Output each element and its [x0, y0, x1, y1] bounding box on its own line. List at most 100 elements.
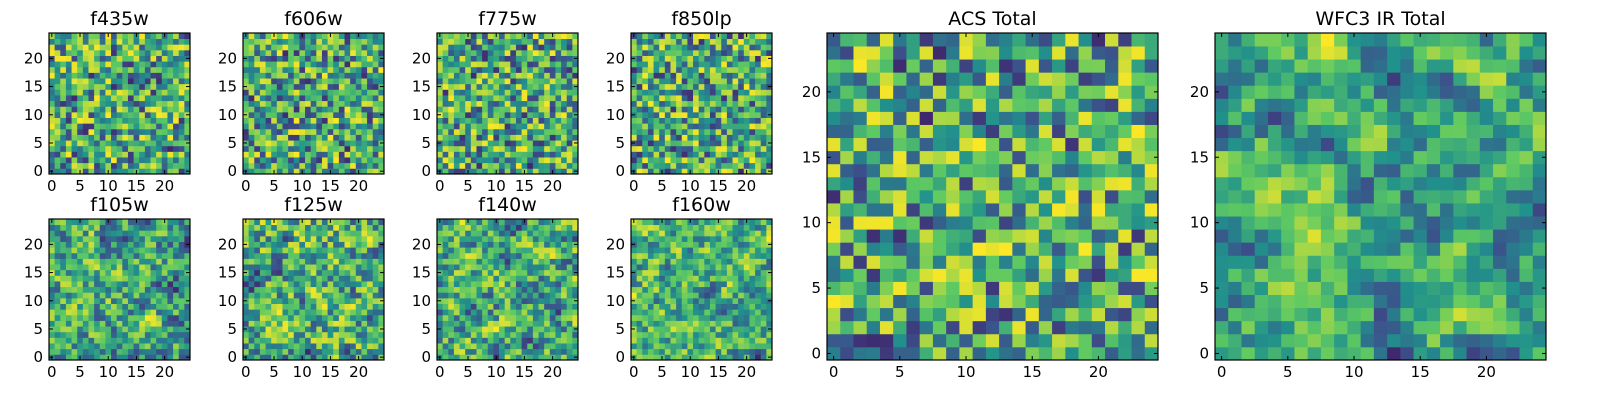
- heatmap-cell: [133, 117, 140, 124]
- heatmap-cell: [532, 224, 539, 231]
- heatmap-cell: [150, 95, 157, 102]
- heatmap-cell: [465, 269, 472, 276]
- heatmap-cell: [116, 258, 123, 265]
- heatmap-cell: [105, 343, 112, 350]
- heatmap-cell: [288, 49, 295, 56]
- heatmap-cell: [532, 162, 539, 169]
- heatmap-cell: [442, 111, 449, 118]
- heatmap-cell: [139, 247, 146, 254]
- heatmap-cell: [459, 157, 466, 164]
- heatmap-cell: [566, 95, 573, 102]
- heatmap-cell: [732, 337, 739, 344]
- heatmap-cell: [642, 72, 649, 79]
- heatmap-cell: [670, 55, 677, 62]
- heatmap-cell: [687, 162, 694, 169]
- heatmap-cell: [276, 354, 283, 361]
- heatmap-cell: [288, 111, 295, 118]
- heatmap-cell: [459, 117, 466, 124]
- heatmap-cell: [178, 309, 185, 316]
- heatmap-cell: [265, 140, 272, 147]
- heatmap-cell: [561, 100, 568, 107]
- heatmap-cell: [437, 320, 444, 327]
- heatmap-cell: [88, 337, 95, 344]
- heatmap-cell: [572, 157, 579, 164]
- heatmap-cell: [504, 55, 511, 62]
- heatmap-cell: [139, 241, 146, 248]
- heatmap-cell: [664, 314, 671, 321]
- heatmap-cell: [743, 151, 750, 158]
- heatmap-cell: [572, 314, 579, 321]
- heatmap-cell: [704, 286, 711, 293]
- heatmap-cell: [693, 128, 700, 135]
- heatmap-cell: [310, 128, 317, 135]
- heatmap-cell: [259, 297, 266, 304]
- heatmap-cell: [276, 281, 283, 288]
- heatmap-cell: [732, 151, 739, 158]
- heatmap-cell: [178, 235, 185, 242]
- heatmap-cell: [338, 354, 345, 361]
- heatmap-cell: [49, 314, 56, 321]
- heatmap-cell: [636, 275, 643, 282]
- heatmap-cell: [676, 66, 683, 73]
- heatmap-cell: [361, 95, 368, 102]
- heatmap-cell: [305, 61, 312, 68]
- heatmap-cell: [133, 224, 140, 231]
- heatmap-cell: [636, 111, 643, 118]
- heatmap-cell: [65, 66, 72, 73]
- heatmap-cell: [288, 264, 295, 271]
- heatmap-cell: [327, 111, 334, 118]
- heatmap-cell: [49, 264, 56, 271]
- heatmap-cell: [738, 326, 745, 333]
- heatmap-cell: [254, 281, 261, 288]
- heatmap-cell: [664, 292, 671, 299]
- heatmap-cell: [299, 297, 306, 304]
- heatmap-cell: [743, 44, 750, 51]
- heatmap-cell: [111, 275, 118, 282]
- heatmap-cell: [105, 326, 112, 333]
- heatmap-cell: [521, 264, 528, 271]
- heatmap-cell: [448, 219, 455, 226]
- heatmap-cell: [259, 72, 266, 79]
- heatmap-cell: [631, 314, 638, 321]
- heatmap-cell: [127, 168, 134, 175]
- heatmap-cell: [361, 49, 368, 56]
- heatmap-cell: [321, 303, 328, 310]
- heatmap-cell: [288, 145, 295, 152]
- heatmap-cell: [254, 219, 261, 226]
- heatmap-cell: [139, 252, 146, 259]
- heatmap-cell: [704, 157, 711, 164]
- heatmap-cell: [743, 66, 750, 73]
- heatmap-cell: [470, 78, 477, 85]
- heatmap-cell: [372, 219, 379, 226]
- heatmap-cell: [327, 275, 334, 282]
- heatmap-cell: [499, 38, 506, 45]
- heatmap-cell: [470, 89, 477, 96]
- heatmap-cell: [350, 224, 357, 231]
- heatmap-cell: [687, 309, 694, 316]
- heatmap-cell: [476, 326, 483, 333]
- heatmap-cell: [49, 44, 56, 51]
- heatmap-cell: [60, 241, 67, 248]
- heatmap-cell: [316, 303, 323, 310]
- heatmap-cell: [150, 241, 157, 248]
- heatmap-cell: [173, 292, 180, 299]
- heatmap-cell: [642, 145, 649, 152]
- heatmap-cell: [515, 145, 522, 152]
- heatmap-cell: [361, 303, 368, 310]
- heatmap-cell: [670, 72, 677, 79]
- heatmap-cell: [555, 247, 562, 254]
- heatmap-cell: [271, 38, 278, 45]
- heatmap-cell: [493, 72, 500, 79]
- heatmap-cell: [470, 224, 477, 231]
- heatmap-cell: [709, 331, 716, 338]
- heatmap-cell: [161, 343, 168, 350]
- heatmap-cell: [743, 100, 750, 107]
- heatmap-cell: [555, 106, 562, 113]
- heatmap-cell: [470, 309, 477, 316]
- heatmap-cell: [265, 343, 272, 350]
- heatmap-cell: [493, 309, 500, 316]
- heatmap-cell: [88, 140, 95, 147]
- heatmap-cell: [350, 38, 357, 45]
- heatmap-cell: [305, 140, 312, 147]
- heatmap-cell: [738, 337, 745, 344]
